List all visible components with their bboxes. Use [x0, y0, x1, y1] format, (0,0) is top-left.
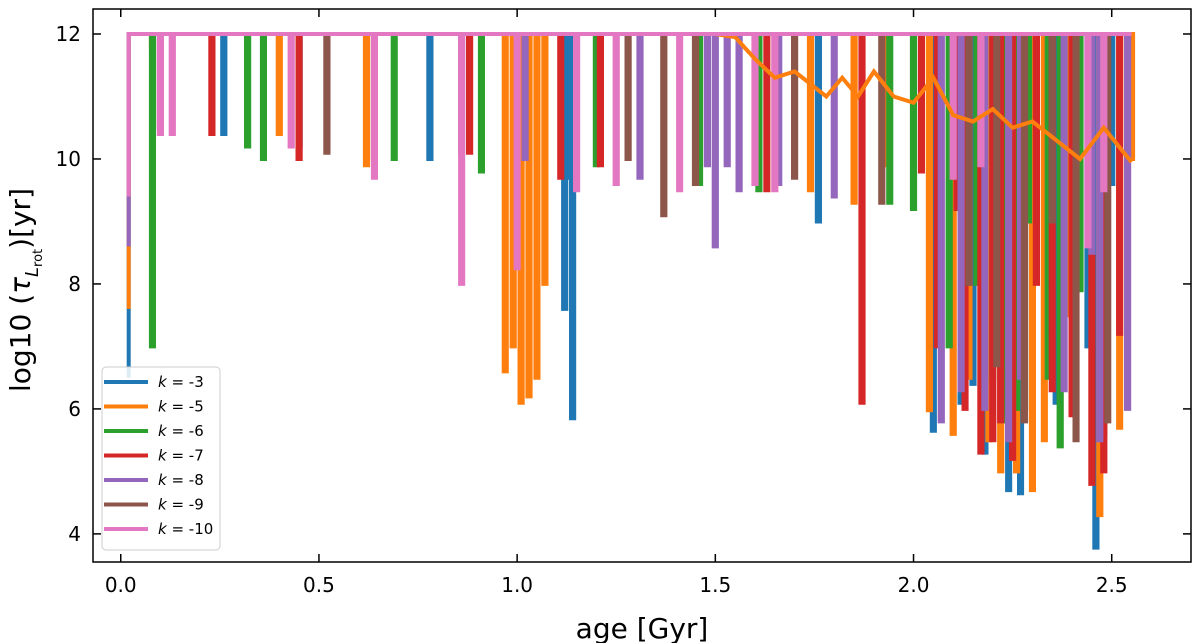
y-tick-label: 12: [56, 22, 81, 46]
legend-label-value: = -7: [167, 447, 204, 465]
legend-label-k: k: [158, 520, 168, 538]
legend-label-4: k = -8: [158, 471, 204, 489]
y-axis-label-suffix: )[yr]: [4, 188, 37, 249]
x-tick-label: 2.0: [898, 573, 930, 597]
legend-label-2: k = -6: [158, 422, 204, 440]
legend-label-k: k: [158, 422, 168, 440]
legend-label-3: k = -7: [158, 447, 204, 465]
x-tick-label: 1.0: [501, 573, 533, 597]
x-axis-label: age [Gyr]: [576, 612, 709, 643]
legend-label-value: = -5: [167, 398, 204, 416]
upper-envelope-line: [714, 32, 1134, 164]
legend-label-1: k = -5: [158, 398, 204, 416]
y-axis-label-sub: L: [22, 267, 43, 277]
legend-label-k: k: [158, 496, 168, 514]
legend-label-k: k: [158, 471, 168, 489]
legend-label-k: k: [158, 398, 168, 416]
legend-label-6: k = -10: [158, 520, 213, 538]
x-tick-label: 0.0: [105, 573, 137, 597]
legend-label-5: k = -9: [158, 496, 204, 514]
legend-label-value: = -9: [167, 496, 204, 514]
legend-label-value: = -6: [167, 422, 204, 440]
x-tick-label: 1.5: [699, 573, 731, 597]
series-layer: [126, 31, 1136, 550]
x-tick-label: 2.5: [1096, 573, 1128, 597]
plot-frame: [92, 8, 1192, 563]
legend-label-k: k: [158, 373, 168, 391]
y-axis-label-tau: τ: [4, 277, 37, 294]
y-axis-label-prefix: log10 (: [4, 294, 37, 392]
y-tick-label: 4: [68, 522, 81, 546]
y-axis-label: log10 (τLrot)[yr]: [4, 188, 46, 392]
y-tick-label: 6: [68, 397, 81, 421]
x-tick-label: 0.5: [303, 573, 335, 597]
y-axis-label-subsub: rot: [31, 249, 46, 267]
series-line-6: [126, 32, 1132, 286]
legend-label-k: k: [158, 447, 168, 465]
legend-label-0: k = -3: [158, 373, 204, 391]
legend: k = -3k = -5k = -6k = -7k = -8k = -9k = …: [101, 366, 221, 551]
y-tick-label: 10: [56, 147, 81, 171]
legend-label-value: = -8: [167, 471, 204, 489]
ticks-layer: 0.0 0.5 1.0 1.5 2.0 2.5 4 6 8 10 12: [56, 9, 1191, 597]
y-tick-label: 8: [68, 272, 81, 296]
legend-label-value: = -10: [167, 520, 214, 538]
legend-label-value: = -3: [167, 373, 204, 391]
